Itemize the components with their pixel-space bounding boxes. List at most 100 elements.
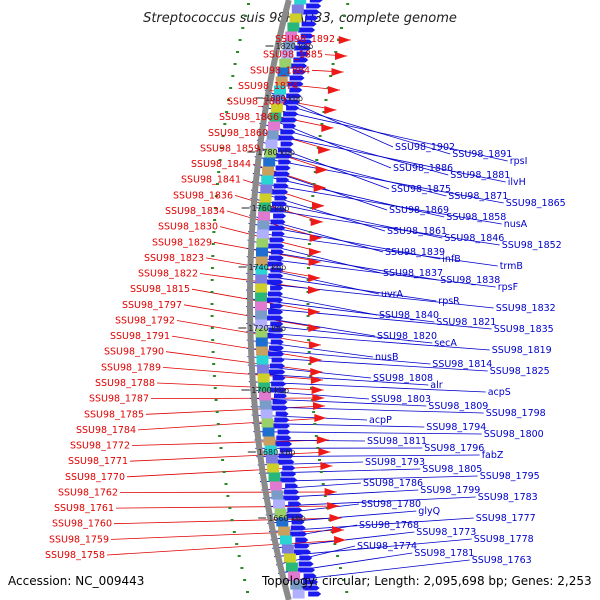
guide-dot [331, 63, 335, 65]
minus-strand-gene [309, 0, 323, 3]
guide-dot [212, 363, 216, 365]
cog-block [255, 328, 268, 338]
right-gene-label: SSU98_1803 [371, 394, 431, 405]
minus-strand-gene [271, 357, 285, 363]
cog-block [291, 4, 304, 14]
guide-dot [225, 111, 229, 113]
cog-block [258, 211, 270, 221]
minus-strand-gene [280, 477, 298, 483]
guide-dot [306, 303, 310, 305]
minus-strand-gene [271, 405, 289, 411]
left-gene-label: SSU98_1790 [104, 347, 164, 358]
minus-strand-gene [272, 201, 287, 207]
guide-dot [244, 15, 248, 17]
cog-block [279, 535, 292, 545]
cog-block [261, 418, 274, 428]
left-gene-label: SSU98_1787 [89, 394, 149, 405]
guide-dot [230, 519, 234, 521]
plus-strand-gene [318, 448, 331, 456]
right-connector [247, 231, 498, 267]
cog-block [255, 319, 268, 329]
minus-strand-gene [272, 375, 286, 381]
minus-strand-gene [280, 129, 296, 135]
cog-block [258, 202, 271, 212]
cog-block [268, 472, 281, 482]
plus-strand-gene [309, 356, 322, 364]
right-gene-label: SSU98_1821 [436, 317, 496, 328]
right-gene-label: uvrA [381, 289, 404, 300]
right-gene-label: SSU98_1835 [494, 324, 554, 335]
guide-dot [221, 135, 225, 137]
right-gene-label: SSU98_1811 [367, 436, 427, 447]
minus-strand-gene [308, 591, 322, 597]
minus-strand-gene [268, 255, 284, 261]
right-gene-label: SSU98_1808 [373, 373, 433, 384]
minus-strand-gene [270, 219, 286, 225]
right-gene-label: trmB [500, 261, 523, 272]
minus-strand-gene [266, 261, 284, 267]
topology-text: Topology: circular; Length: 2,095,698 bp… [261, 574, 592, 588]
cog-block [266, 130, 279, 140]
guide-dot [213, 387, 217, 389]
right-gene-label: SSU98_1875 [391, 184, 451, 195]
minus-strand-gene [294, 549, 311, 555]
cog-block [255, 337, 268, 347]
guide-dot [223, 123, 227, 125]
right-gene-label: rpsI [510, 156, 528, 167]
kbp-label: 1740 kbp [249, 263, 287, 272]
right-connector [251, 181, 502, 225]
guide-dot [336, 555, 340, 557]
plus-strand-gene [329, 514, 342, 522]
left-gene-label: SSU98_1760 [52, 519, 112, 530]
cog-block [264, 148, 277, 158]
cog-block [274, 85, 286, 95]
left-connector [119, 491, 337, 493]
right-gene-label: SSU98_1783 [478, 492, 538, 503]
cog-block [268, 121, 280, 131]
guide-dot [216, 423, 220, 425]
cog-block [256, 238, 269, 248]
right-connector [248, 381, 486, 393]
left-gene-label: SSU98_1789 [101, 362, 161, 373]
cog-block [283, 553, 296, 563]
kbp-label: 1800 kbp [265, 94, 303, 103]
guide-dot [240, 567, 244, 569]
minus-strand-gene [275, 153, 293, 159]
plus-strand-gene [321, 124, 334, 132]
right-gene-label: SSU98_1838 [440, 275, 500, 286]
minus-strand-gene [267, 243, 285, 249]
cog-block [294, 0, 307, 5]
minus-strand-gene [295, 537, 309, 543]
guide-dot [334, 51, 338, 53]
plus-strand-gene [309, 248, 321, 256]
cog-block [255, 265, 268, 275]
minus-strand-gene [290, 525, 306, 531]
left-gene-label: SSU98_1836 [173, 190, 233, 201]
minus-strand-gene [270, 267, 284, 273]
guide-dot [211, 243, 215, 245]
plus-strand-gene [310, 368, 323, 376]
guide-dot [238, 39, 242, 41]
minus-strand-gene [278, 453, 294, 459]
guide-dot [243, 579, 247, 581]
right-gene-label: SSU98_1865 [506, 198, 566, 209]
left-gene-label: SSU98_1892 [275, 34, 335, 45]
right-gene-label: SSU98_1798 [486, 408, 546, 419]
guide-dot [247, 3, 250, 5]
cog-block [263, 436, 276, 446]
cog-block [290, 580, 303, 590]
minus-strand-gene [273, 183, 289, 189]
plus-strand-gene [308, 258, 321, 266]
left-connector [110, 529, 345, 540]
left-gene-label: SSU98_1797 [122, 300, 182, 311]
right-gene-label: SSU98_1809 [428, 401, 488, 412]
left-gene-label: SSU98_1784 [76, 425, 136, 436]
guide-dot [312, 183, 316, 185]
right-gene-label: SSU98_1794 [426, 422, 486, 433]
cog-block [256, 346, 269, 356]
minus-strand-gene [298, 27, 316, 33]
plus-strand-gene [314, 414, 327, 422]
left-connector [156, 382, 324, 391]
minus-strand-gene [275, 411, 289, 417]
minus-strand-gene [279, 447, 293, 453]
